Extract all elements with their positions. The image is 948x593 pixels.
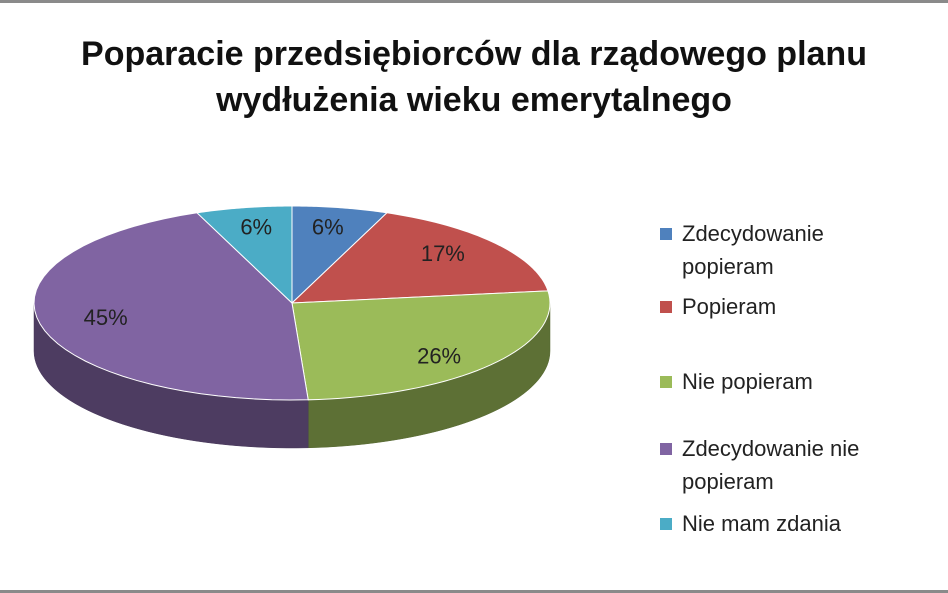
legend-item: Nie popieram bbox=[660, 365, 860, 398]
pie-slice bbox=[291, 290, 551, 401]
pie-area: 6% 17% 26% 45% 6% bbox=[33, 205, 551, 449]
legend-label: Zdecydowanie nie popieram bbox=[682, 436, 860, 494]
legend-label: Nie mam zdania bbox=[682, 511, 841, 536]
legend-item: Nie mam zdania bbox=[660, 507, 860, 540]
pie-tops bbox=[33, 205, 551, 401]
data-label: 45% bbox=[84, 305, 128, 330]
legend-item: Popieram bbox=[660, 290, 860, 323]
legend-label: Popieram bbox=[682, 294, 777, 319]
pie-slice bbox=[33, 212, 309, 401]
data-label: 26% bbox=[417, 343, 461, 368]
pie-slice bbox=[195, 205, 293, 305]
legend-swatch bbox=[660, 301, 672, 313]
legend-swatch bbox=[660, 228, 672, 240]
legend-label: Nie popieram bbox=[682, 369, 813, 394]
legend-swatch bbox=[660, 443, 672, 455]
pie-slice bbox=[290, 212, 549, 304]
legend-swatch bbox=[660, 518, 672, 530]
data-label: 6% bbox=[240, 214, 272, 239]
data-label: 6% bbox=[312, 214, 344, 239]
legend-label: Zdecydowanie popieram bbox=[682, 221, 824, 279]
data-label: 17% bbox=[421, 241, 465, 266]
pie-slice bbox=[291, 205, 389, 305]
legend-item: Zdecydowanie popieram bbox=[660, 217, 860, 283]
legend-swatch bbox=[660, 376, 672, 388]
chart-title: Poparacie przedsiębiorców dla rządowego … bbox=[81, 35, 867, 119]
legend-item: Zdecydowanie nie popieram bbox=[660, 432, 860, 498]
